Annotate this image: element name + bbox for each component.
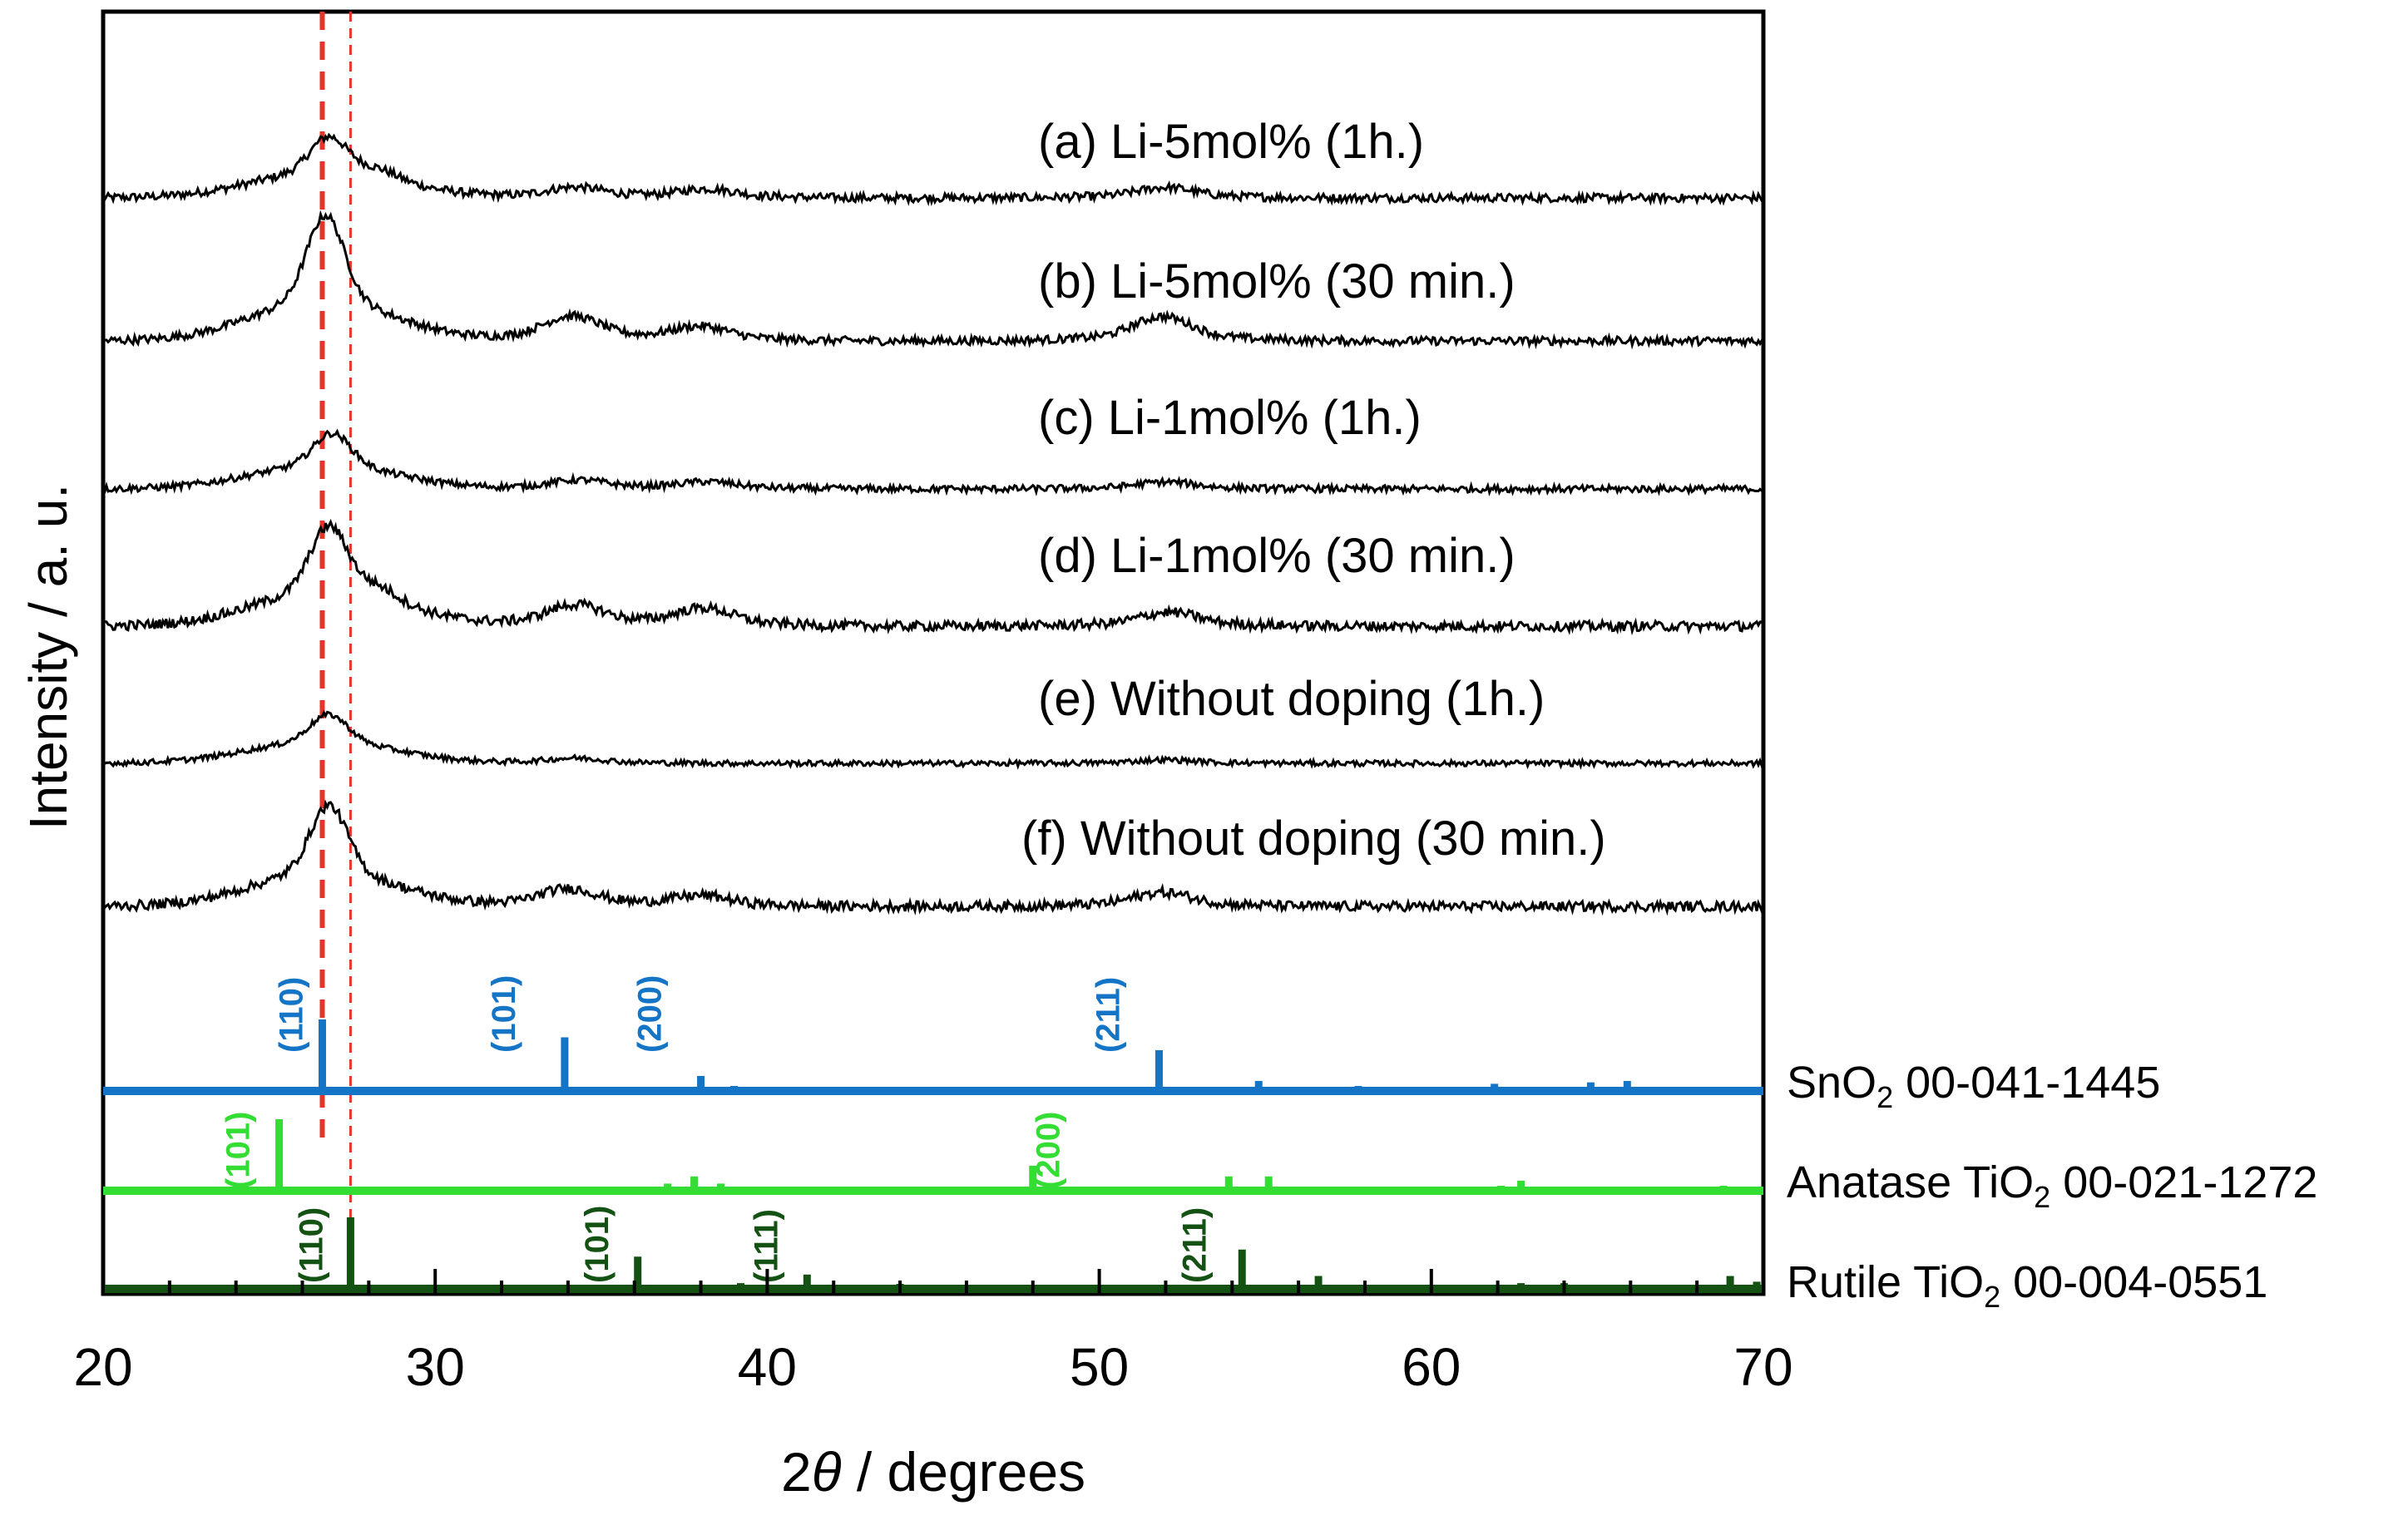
series-label-a: (a) Li-5mol% (1h.) bbox=[1038, 115, 1424, 169]
series-label-c: (c) Li-1mol% (1h.) bbox=[1038, 391, 1422, 445]
x-axis: 20 30 40 50 60 70 bbox=[73, 1269, 1793, 1397]
hkl-label: (200) bbox=[632, 975, 669, 1053]
x-tick-label: 20 bbox=[73, 1337, 132, 1397]
hkl-label: (101) bbox=[220, 1112, 257, 1189]
trace-c bbox=[102, 428, 1764, 497]
series-label-e: (e) Without doping (1h.) bbox=[1038, 672, 1545, 726]
hkl-label: (110) bbox=[294, 1207, 330, 1283]
x-axis-label: 2θ / degrees bbox=[781, 1441, 1085, 1503]
reference-formula: Rutile TiO bbox=[1787, 1257, 1984, 1307]
reference-name-2: Rutile TiO2 00-004-0551 bbox=[1787, 1257, 2267, 1314]
reference-subscript: 2 bbox=[1876, 1080, 1893, 1114]
sample-labels: (a) Li-5mol% (1h.) (b) Li-5mol% (30 min.)… bbox=[1021, 115, 1606, 866]
reference-name-0: SnO2 00-041-1445 bbox=[1787, 1058, 2160, 1114]
trace-a bbox=[101, 132, 1764, 207]
trace-d bbox=[101, 518, 1765, 636]
hkl-label: (211) bbox=[1090, 977, 1127, 1053]
trace-b bbox=[101, 210, 1765, 350]
reference-subscript: 2 bbox=[1984, 1280, 2000, 1314]
reference-code: 00-004-0551 bbox=[2000, 1257, 2267, 1307]
reference-formula: SnO bbox=[1787, 1058, 1876, 1108]
reference-patterns: (110) (101) (200) (211)SnO2 00-041-1445(101… bbox=[103, 975, 2317, 1314]
y-axis-label: Intensity / a. u. bbox=[18, 484, 78, 830]
reference-code: 00-021-1272 bbox=[2050, 1157, 2317, 1207]
x-tick-label: 70 bbox=[1733, 1337, 1792, 1397]
diffraction-patterns bbox=[101, 132, 1765, 916]
x-tick-label: 40 bbox=[738, 1337, 797, 1397]
reference-subscript: 2 bbox=[2034, 1180, 2050, 1214]
reference-dashed-lines bbox=[319, 12, 352, 1286]
hkl-label: (200) bbox=[1031, 1112, 1067, 1189]
series-label-f: (f) Without doping (30 min.) bbox=[1021, 812, 1606, 866]
hkl-label: (101) bbox=[486, 975, 522, 1053]
x-tick-label: 60 bbox=[1402, 1337, 1461, 1397]
trace-e bbox=[101, 709, 1765, 770]
x-tick-label: 50 bbox=[1070, 1337, 1129, 1397]
x-tick-label: 30 bbox=[406, 1337, 465, 1397]
trace-f bbox=[101, 799, 1765, 916]
hkl-label: (101) bbox=[579, 1206, 616, 1283]
series-label-b: (b) Li-5mol% (30 min.) bbox=[1038, 254, 1516, 308]
reference-code: 00-041-1445 bbox=[1893, 1058, 2160, 1108]
series-label-d: (d) Li-1mol% (30 min.) bbox=[1038, 529, 1516, 583]
hkl-label: (211) bbox=[1176, 1207, 1213, 1283]
hkl-label: (110) bbox=[274, 977, 310, 1053]
reference-formula: Anatase TiO bbox=[1787, 1157, 2034, 1207]
plot-frame bbox=[101, 9, 1766, 1296]
reference-name-1: Anatase TiO2 00-021-1272 bbox=[1787, 1157, 2317, 1214]
